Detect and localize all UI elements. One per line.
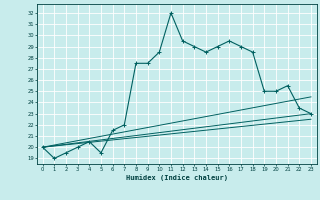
X-axis label: Humidex (Indice chaleur): Humidex (Indice chaleur) xyxy=(126,174,228,181)
